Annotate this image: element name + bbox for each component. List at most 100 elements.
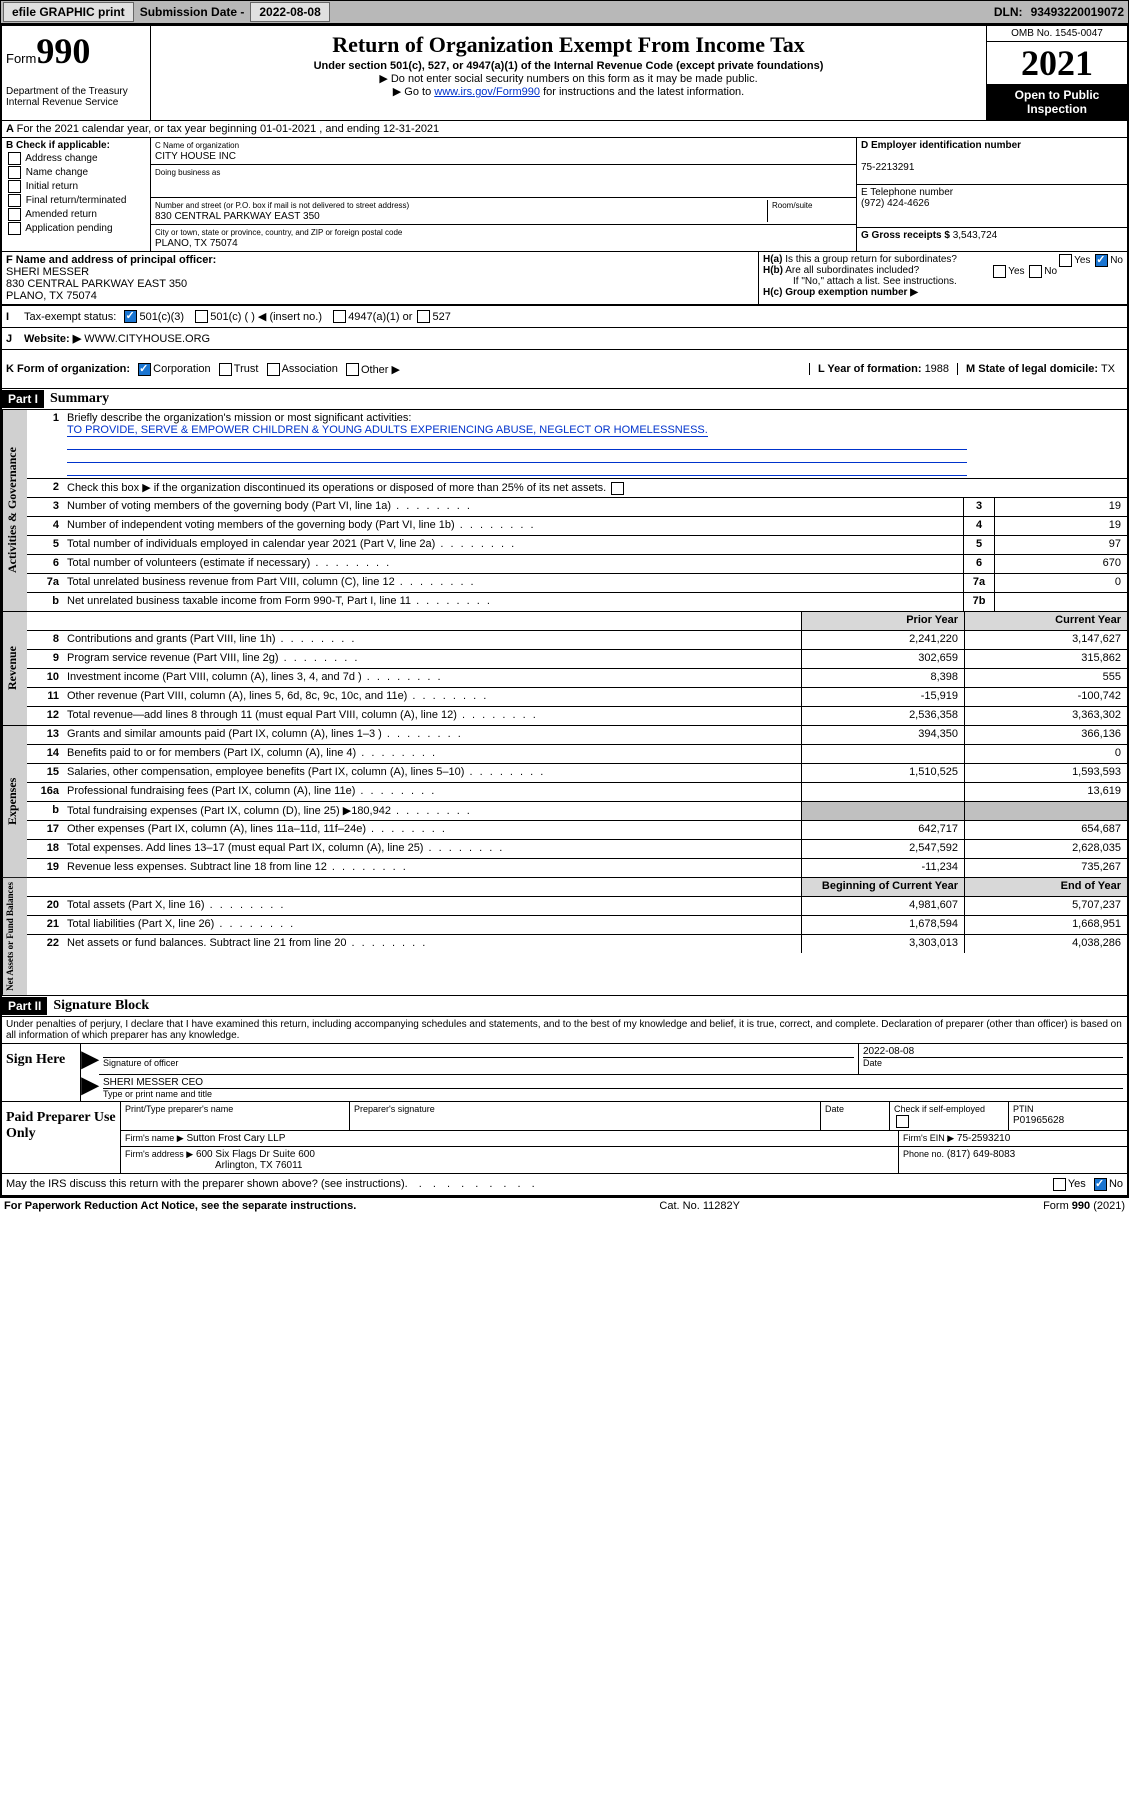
prior-16a [801, 783, 964, 801]
mission-text: TO PROVIDE, SERVE & EMPOWER CHILDREN & Y… [67, 424, 708, 437]
current-20: 5,707,237 [964, 897, 1127, 915]
website-value: WWW.CITYHOUSE.ORG [84, 333, 210, 345]
check-discuss-yes[interactable] [1053, 1178, 1066, 1191]
check-4947[interactable] [333, 310, 346, 323]
check-amended-return[interactable] [8, 208, 21, 221]
year-formation: 1988 [925, 363, 949, 375]
omb-number: OMB No. 1545-0047 [987, 26, 1127, 42]
check-application-pending[interactable] [8, 222, 21, 235]
current-17: 654,687 [964, 821, 1127, 839]
officer-addr1: 830 CENTRAL PARKWAY EAST 350 [6, 278, 187, 290]
check-initial-return[interactable] [8, 180, 21, 193]
efile-print-button[interactable]: efile GRAPHIC print [3, 2, 134, 22]
current-16a: 13,619 [964, 783, 1127, 801]
paid-preparer-label: Paid Preparer Use Only [2, 1102, 121, 1173]
firm-phone: (817) 649-8083 [947, 1149, 1015, 1160]
prior-13: 394,350 [801, 726, 964, 744]
check-address-change[interactable] [8, 152, 21, 165]
check-other[interactable] [346, 363, 359, 376]
gov-value-6: 670 [994, 555, 1127, 573]
current-15: 1,593,593 [964, 764, 1127, 782]
open-to-public: Open to Public Inspection [987, 84, 1127, 120]
dln-label: DLN: [990, 5, 1027, 19]
prior-18: 2,547,592 [801, 840, 964, 858]
current-13: 366,136 [964, 726, 1127, 744]
prior-b [801, 802, 964, 820]
prior-19: -11,234 [801, 859, 964, 877]
ein-value: 75-2213291 [861, 162, 914, 173]
org-city: PLANO, TX 75074 [155, 238, 238, 249]
firm-ein: 75-2593210 [957, 1133, 1010, 1144]
gross-receipts: 3,543,724 [953, 230, 998, 241]
vtab-expenses: Expenses [2, 726, 27, 877]
current-22: 4,038,286 [964, 935, 1127, 953]
form-subtitle: Under section 501(c), 527, or 4947(a)(1)… [157, 60, 980, 72]
check-final-return[interactable] [8, 194, 21, 207]
ptin-value: P01965628 [1013, 1115, 1064, 1126]
firm-addr2: Arlington, TX 76011 [125, 1160, 302, 1171]
gov-value-3: 19 [994, 498, 1127, 516]
check-discuss-no[interactable] [1094, 1178, 1107, 1191]
check-association[interactable] [267, 363, 280, 376]
check-hb-yes[interactable] [993, 265, 1006, 278]
firm-name: Sutton Frost Cary LLP [186, 1133, 285, 1144]
part1-header: Part I Summary [2, 389, 1127, 410]
irs-link[interactable]: www.irs.gov/Form990 [434, 86, 540, 98]
check-corporation[interactable] [138, 363, 151, 376]
check-self-employed[interactable] [896, 1115, 909, 1128]
gov-value-7a: 0 [994, 574, 1127, 592]
prior-10: 8,398 [801, 669, 964, 687]
prior-15: 1,510,525 [801, 764, 964, 782]
prior-8: 2,241,220 [801, 631, 964, 649]
hdr-end: End of Year [964, 878, 1127, 896]
current-9: 315,862 [964, 650, 1127, 668]
officer-sig-name: SHERI MESSER CEO [103, 1077, 203, 1088]
period-line-a: A For the 2021 calendar year, or tax yea… [2, 121, 1127, 138]
page-footer: For Paperwork Reduction Act Notice, see … [0, 1198, 1129, 1214]
hdr-beginning: Beginning of Current Year [801, 878, 964, 896]
hdr-current-year: Current Year [964, 612, 1127, 630]
current-18: 2,628,035 [964, 840, 1127, 858]
current-8: 3,147,627 [964, 631, 1127, 649]
vtab-revenue: Revenue [2, 612, 27, 725]
website-note: ▶ Go to www.irs.gov/Form990 for instruct… [157, 85, 980, 98]
check-ha-no[interactable] [1095, 254, 1108, 267]
check-discontinued[interactable] [611, 482, 624, 495]
form-page: Form990 Department of the Treasury Inter… [0, 24, 1129, 1198]
phone-value: (972) 424-4626 [861, 198, 929, 209]
current-11: -100,742 [964, 688, 1127, 706]
dept-treasury: Department of the Treasury Internal Reve… [6, 86, 146, 108]
check-name-change[interactable] [8, 166, 21, 179]
org-name: CITY HOUSE INC [155, 151, 236, 162]
check-501c[interactable] [195, 310, 208, 323]
check-ha-yes[interactable] [1059, 254, 1072, 267]
prior-9: 302,659 [801, 650, 964, 668]
part2-header: Part II Signature Block [2, 996, 1127, 1017]
sig-date: 2022-08-08 [863, 1046, 914, 1057]
current-12: 3,363,302 [964, 707, 1127, 725]
tax-year: 2021 [987, 42, 1127, 84]
form-number: Form990 [6, 30, 146, 72]
current-b [964, 802, 1127, 820]
entity-block: B Check if applicable: Address change Na… [2, 138, 1127, 252]
check-trust[interactable] [219, 363, 232, 376]
current-19: 735,267 [964, 859, 1127, 877]
check-501c3[interactable] [124, 310, 137, 323]
state-domicile: TX [1101, 363, 1115, 375]
sign-here-label: Sign Here [2, 1044, 81, 1101]
prior-14 [801, 745, 964, 763]
check-hb-no[interactable] [1029, 265, 1042, 278]
firm-addr1: 600 Six Flags Dr Suite 600 [196, 1149, 315, 1160]
prior-11: -15,919 [801, 688, 964, 706]
officer-addr2: PLANO, TX 75074 [6, 290, 97, 302]
current-10: 555 [964, 669, 1127, 687]
perjury-declaration: Under penalties of perjury, I declare th… [2, 1017, 1127, 1044]
gov-value-7b [994, 593, 1127, 611]
prior-21: 1,678,594 [801, 916, 964, 934]
current-14: 0 [964, 745, 1127, 763]
officer-name: SHERI MESSER [6, 266, 89, 278]
check-527[interactable] [417, 310, 430, 323]
vtab-netassets: Net Assets or Fund Balances [2, 878, 27, 995]
submission-date-button[interactable]: 2022-08-08 [250, 2, 329, 22]
form-title: Return of Organization Exempt From Incom… [157, 32, 980, 58]
